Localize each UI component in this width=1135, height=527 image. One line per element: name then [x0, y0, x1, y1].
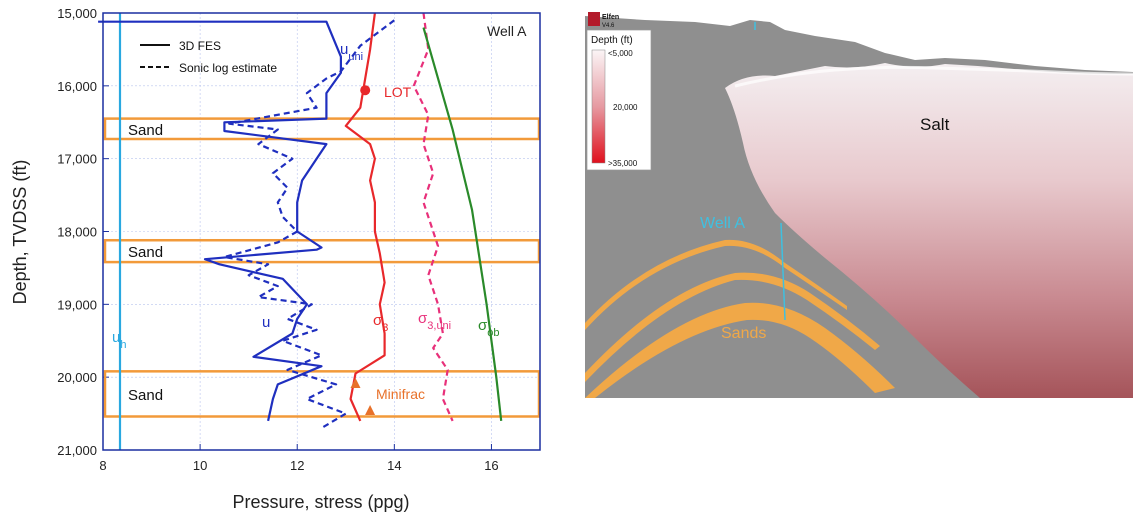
depth-legend-tick-bottom: >35,000 [608, 159, 638, 168]
salt-body [725, 63, 1133, 398]
x-axis-title: Pressure, stress (ppg) [232, 492, 409, 512]
salt-ridge [734, 65, 1133, 88]
salt-label: Salt [920, 115, 950, 134]
y-tick-labels: 15,000 16,000 17,000 18,000 19,000 20,000 21,0… [57, 6, 97, 458]
y-tick-label: 15,000 [57, 6, 97, 21]
lot-marker [360, 85, 371, 96]
sand-interval-label: Sand [128, 122, 163, 139]
series-label-sigma-3: σ3 [373, 312, 388, 334]
depth-legend-title: Depth (ft) [591, 35, 633, 46]
sand-interval-box [103, 238, 541, 264]
well-a-trajectory [780, 222, 786, 321]
series-label-u-h: uh [112, 329, 126, 351]
sand-layer-middle [585, 272, 880, 382]
x-tick-label: 16 [484, 458, 498, 473]
series-line-u-uni [223, 19, 395, 430]
chart-markers [350, 85, 376, 415]
series-label-sigma-3-uni: σ3,uni [418, 310, 451, 332]
series-label-u: u [262, 314, 270, 331]
sand-interval-label: Sand [128, 387, 163, 404]
sand-layer-lower [585, 302, 895, 398]
series-label-lot: LOT [384, 84, 412, 100]
minifrac-marker [350, 377, 361, 388]
depth-legend-tick-mid: 20,000 [613, 103, 638, 112]
sand-interval-label: Sand [128, 244, 163, 261]
x-tick-labels: 8 10 12 14 16 [99, 458, 498, 473]
x-tick-label: 12 [290, 458, 304, 473]
elfen-logo-version: V4.6 [602, 23, 615, 29]
well-a-label: Well A [487, 23, 527, 39]
series-line-sigma-3-uni [412, 12, 454, 422]
chart-series [98, 12, 503, 450]
elfen-logo-icon [588, 12, 600, 26]
depth-legend: Depth (ft) <5,000 20,000 >35,000 [586, 29, 652, 171]
y-axis-title: Depth, TVDSS (ft) [10, 160, 30, 305]
series-line-sigma-3 [344, 12, 386, 422]
legend-dashed-label: Sonic log estimate [179, 61, 277, 75]
y-tick-label: 20,000 [57, 370, 97, 385]
x-tick-label: 8 [99, 458, 106, 473]
sand-interval-box [103, 117, 541, 141]
sands-label: Sands [721, 325, 766, 342]
elfen-logo: Elfen V4.6 [588, 12, 619, 29]
y-tick-label: 19,000 [57, 297, 97, 312]
series-label-u-uni: uuni [340, 41, 363, 63]
depth-legend-tick-top: <5,000 [608, 49, 633, 58]
series-line-sigma-ob [422, 27, 503, 422]
sand-intervals: Sand Sand Sand [103, 117, 541, 418]
depth-legend-colorbar [591, 49, 606, 164]
stress-depth-chart: Sand Sand Sand 8 10 12 14 16 15,000 16,000 17,00… [10, 6, 541, 512]
y-tick-label: 17,000 [57, 152, 97, 167]
x-tick-label: 10 [193, 458, 207, 473]
legend-solid-label: 3D FES [179, 39, 221, 53]
x-tick-label: 14 [387, 458, 401, 473]
y-tick-label: 16,000 [57, 79, 97, 94]
model-well-label: Well A [700, 215, 745, 232]
salt-model-panel: Salt Well A Sands Elfen V4.6 Depth (ft) … [585, 8, 1133, 398]
plot-frame [102, 12, 541, 451]
salt-model-view: Salt Well A Sands Elfen V4.6 Depth (ft) … [585, 8, 1133, 398]
series-label-sigma-ob: σob [478, 317, 500, 339]
series-label-minifrac: Minifrac [376, 386, 425, 402]
y-tick-label: 21,000 [57, 443, 97, 458]
sand-layer-upper [585, 239, 847, 330]
series-line-u [98, 20, 342, 422]
chart-legend: 3D FES Sonic log estimate [140, 39, 277, 75]
elfen-logo-text: Elfen [602, 14, 619, 21]
sand-interval-box [103, 370, 541, 418]
y-tick-label: 18,000 [57, 225, 97, 240]
series-labels: uuni LOT u σ3 σ3,uni σob uh Minifrac [112, 41, 500, 402]
minifrac-marker [365, 404, 376, 415]
